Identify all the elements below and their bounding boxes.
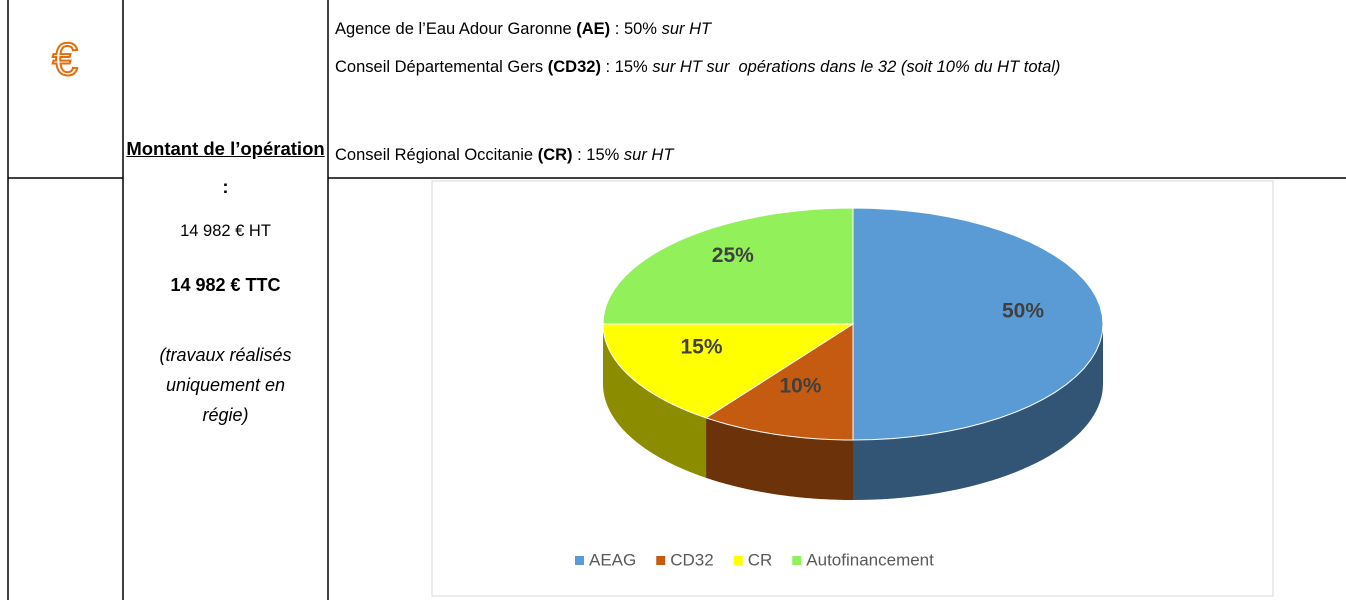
funder-line: Conseil Départemental Gers (CD32) : 15% … bbox=[335, 56, 1335, 78]
legend-label: AEAG bbox=[589, 550, 636, 569]
amount-ttc: 14 982 € TTC bbox=[170, 275, 281, 295]
funder-note: sur HT bbox=[623, 146, 674, 164]
colon: : bbox=[222, 176, 229, 197]
pie-side bbox=[603, 324, 707, 478]
chart-frame bbox=[431, 180, 1274, 597]
funder-rate: : 15% bbox=[600, 58, 653, 76]
legend-swatch bbox=[792, 556, 802, 565]
pie-side bbox=[706, 417, 853, 500]
heading: Montant de l’opération bbox=[126, 138, 325, 159]
funder-code: (CD32) bbox=[547, 58, 601, 76]
funder-rate: : 15% bbox=[572, 146, 624, 164]
amount-heading: Montant de l’opération : bbox=[123, 130, 328, 206]
pie-slice bbox=[852, 207, 1104, 441]
funder-name: Agence de l’Eau Adour Garonne bbox=[335, 20, 577, 38]
legend-label: CD32 bbox=[670, 550, 713, 569]
funder-rate: : 50% bbox=[610, 20, 662, 38]
legend-label: Autofinancement bbox=[806, 550, 934, 569]
pie-slice bbox=[602, 323, 855, 419]
euro-icon: € bbox=[52, 33, 78, 85]
amount-ht: 14 982 € HT bbox=[180, 222, 271, 240]
legend-swatch bbox=[656, 556, 666, 565]
funder-code: (AE) bbox=[576, 20, 611, 38]
funder-line: Conseil Régional Occitanie (CR) : 15% su… bbox=[335, 144, 1335, 166]
data-label: 10% bbox=[779, 375, 821, 398]
funder-note: sur HT bbox=[661, 20, 712, 38]
table-borders bbox=[7, 0, 1346, 600]
funder-name: Conseil Départemental Gers bbox=[335, 58, 548, 76]
data-label: 50% bbox=[1002, 300, 1044, 323]
legend-swatch bbox=[575, 556, 584, 565]
pie-slice bbox=[602, 207, 854, 325]
legend-swatch bbox=[733, 556, 743, 565]
legend-label: CR bbox=[748, 550, 773, 569]
funder-line: Agence de l’Eau Adour Garonne (AE) : 50%… bbox=[335, 18, 1335, 40]
funder-name: Conseil Régional Occitanie bbox=[335, 146, 538, 164]
funder-note: sur HT sur opérations dans le 32 (soit 1… bbox=[652, 58, 1061, 76]
pie-slice bbox=[704, 323, 854, 441]
pie-side bbox=[853, 324, 1103, 500]
amount-note: (travaux réalisés uniquement en régie) bbox=[159, 345, 292, 425]
data-label: 25% bbox=[712, 244, 754, 267]
funder-code: (CR) bbox=[537, 146, 573, 164]
data-label: 15% bbox=[681, 335, 723, 358]
